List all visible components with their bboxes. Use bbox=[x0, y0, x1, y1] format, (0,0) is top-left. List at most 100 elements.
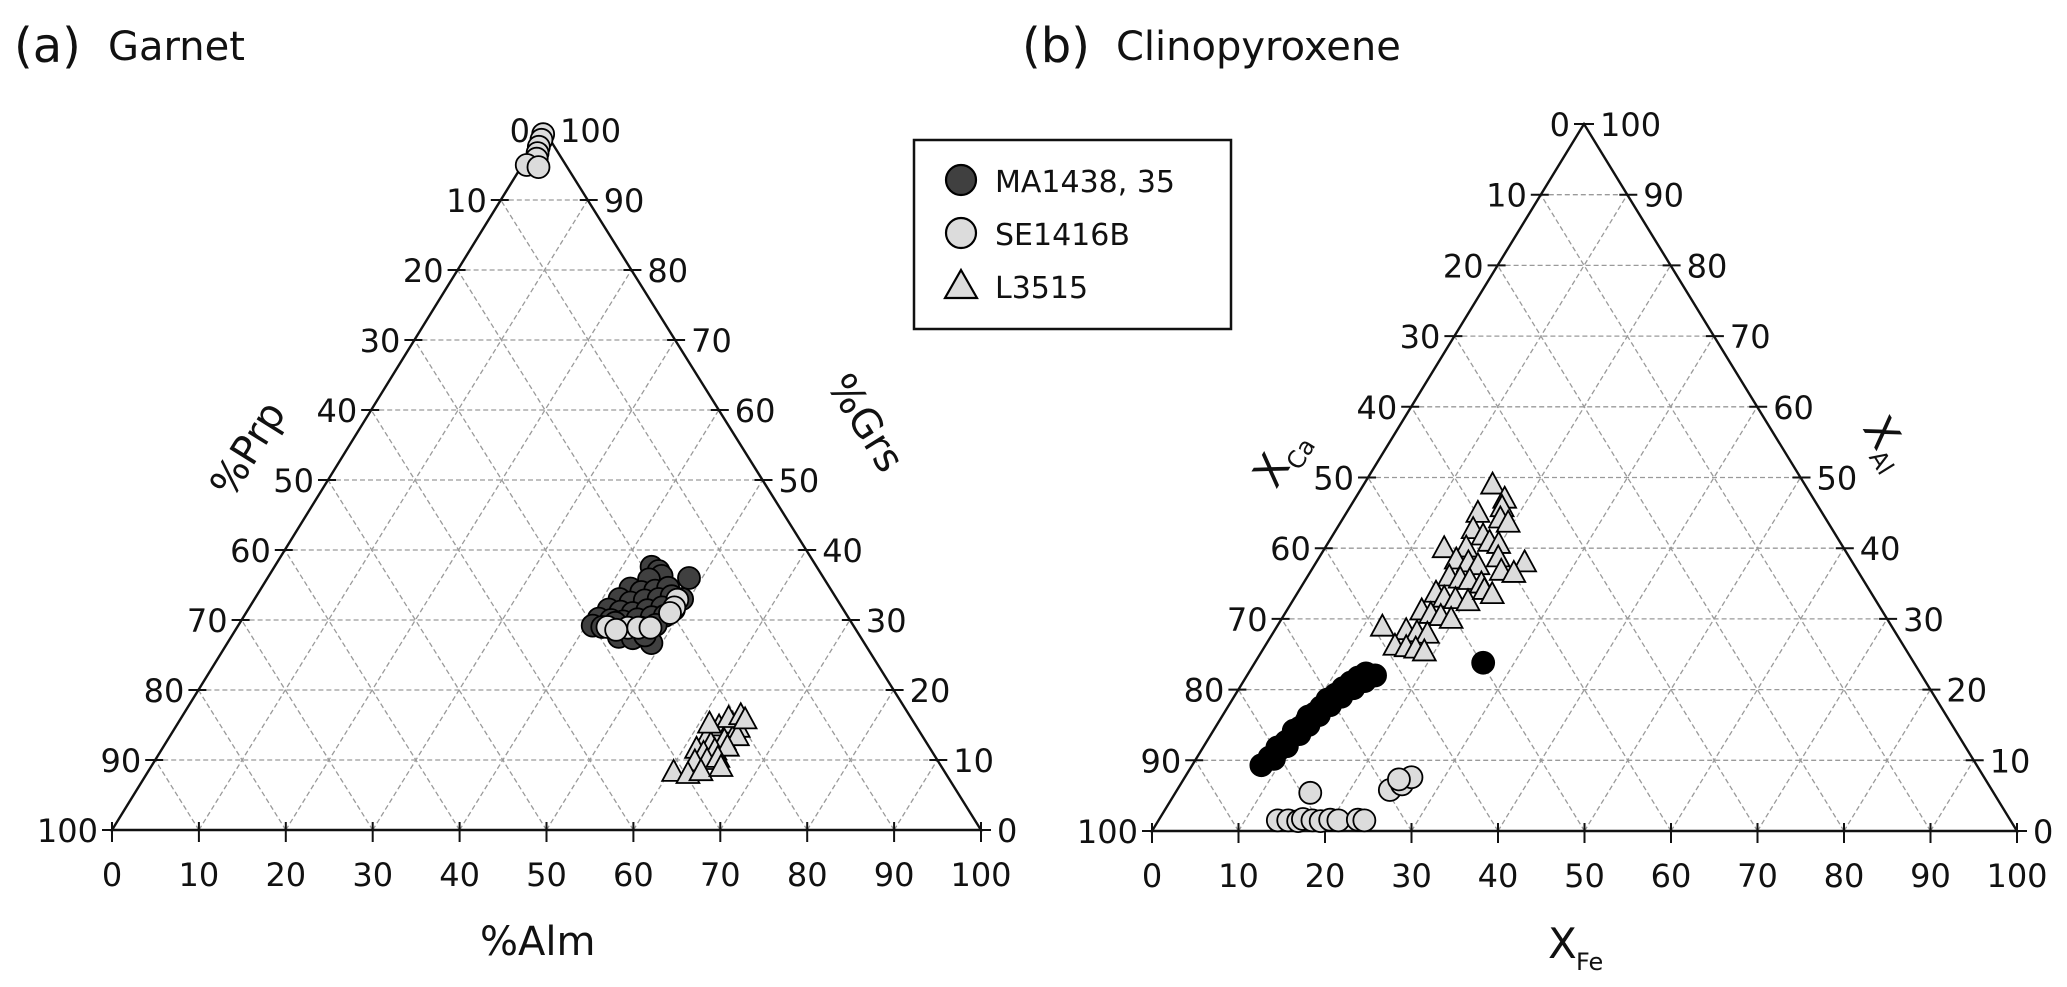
data-point-circle bbox=[658, 601, 682, 625]
cpx-grid-r-70 bbox=[1453, 335, 1759, 832]
legend-marker-l3515 bbox=[943, 267, 979, 300]
cpx-bottom-tick-label: 80 bbox=[1824, 857, 1865, 895]
legend-label-l3515: L3515 bbox=[995, 271, 1088, 306]
data-point-circle bbox=[1471, 650, 1496, 675]
garnet-bottom-tick-label: 100 bbox=[950, 856, 1011, 894]
garnet-grid-l-90 bbox=[893, 759, 938, 831]
cpx-grid-l-90 bbox=[1929, 759, 1975, 832]
data-point-triangle bbox=[1479, 470, 1506, 495]
cpx-left-tick-label: 70 bbox=[1227, 601, 1268, 639]
cpx-right-tick-label: 20 bbox=[1946, 672, 1987, 710]
cpx-right-tick-label: 90 bbox=[1643, 177, 1684, 215]
garnet-grid-l-10 bbox=[198, 199, 589, 831]
cpx-grid-r-40 bbox=[1324, 547, 1499, 832]
garnet-gridlines bbox=[154, 199, 938, 831]
cpx-bottom-tick-label: 90 bbox=[1910, 857, 1951, 895]
garnet-right-tick-label: 100 bbox=[560, 112, 621, 150]
cpx-left-tick-label: 40 bbox=[1356, 389, 1397, 427]
garnet-right-tick-label: 50 bbox=[779, 462, 820, 500]
cpx-grid-l-70 bbox=[1756, 618, 1888, 832]
legend-label-ma1438: MA1438, 35 bbox=[995, 165, 1175, 200]
cpx-right-tick-label: 80 bbox=[1687, 247, 1728, 285]
garnet-right-tick-label: 60 bbox=[735, 392, 776, 430]
data-point-circle bbox=[677, 566, 701, 590]
cpx-grid-l-50 bbox=[1583, 477, 1802, 832]
garnet-grid-l-70 bbox=[719, 619, 851, 831]
cpx-bottom-tick-label: 20 bbox=[1305, 857, 1346, 895]
cpx-right-tick-label: 70 bbox=[1730, 318, 1771, 356]
garnet-grid-r-60 bbox=[370, 409, 634, 831]
garnet-left-tick-label: 10 bbox=[446, 182, 487, 220]
data-point-triangle bbox=[708, 753, 734, 777]
garnet-right-tick-label: 80 bbox=[647, 252, 688, 290]
garnet-left-tick-label: 30 bbox=[360, 322, 401, 360]
data-point-triangle bbox=[1500, 559, 1527, 583]
cpx-bottom-tick-label: 50 bbox=[1564, 857, 1605, 895]
garnet-right-tick-label: 90 bbox=[604, 182, 645, 220]
legend: MA1438, 35 SE1416B L3515 bbox=[912, 138, 1233, 331]
legend-marker-se1416b bbox=[944, 216, 978, 250]
cpx-bottom-tick-label: 10 bbox=[1218, 857, 1259, 895]
panel-a-label: (a) bbox=[14, 18, 81, 74]
data-point-circle bbox=[1298, 780, 1323, 805]
data-point-triangle bbox=[688, 757, 714, 782]
garnet-left-tick-label: 80 bbox=[144, 672, 185, 710]
data-point-triangle bbox=[1464, 498, 1491, 523]
cpx-left-tick-label: 50 bbox=[1313, 460, 1354, 498]
cpx-grid-r-50 bbox=[1367, 477, 1586, 832]
cpx-left-tick-label: 0 bbox=[1550, 106, 1570, 144]
garnet-grid-r-40 bbox=[284, 549, 461, 831]
cpx-right-tick-label: 30 bbox=[1903, 601, 1944, 639]
data-point-circle bbox=[526, 155, 551, 180]
data-point-triangle bbox=[1479, 580, 1506, 605]
garnet-right-tick-label: 0 bbox=[997, 812, 1017, 850]
data-point-circle bbox=[1387, 767, 1411, 792]
data-point-circle bbox=[1352, 808, 1377, 833]
cpx-series-l3515 bbox=[1369, 470, 1538, 662]
garnet-left-tick-label: 50 bbox=[273, 462, 314, 500]
cpx-bottom-tick-label: 60 bbox=[1651, 857, 1692, 895]
garnet-bottom-tick-label: 10 bbox=[179, 856, 220, 894]
garnet-left-tick-label: 0 bbox=[510, 112, 530, 150]
cpx-left-axis-title: X Ca bbox=[1243, 433, 1321, 495]
data-point-triangle bbox=[1465, 551, 1491, 576]
cpx-left-tick-label: 90 bbox=[1140, 742, 1181, 780]
data-point-triangle bbox=[660, 758, 687, 782]
cpx-left-tick-label: 80 bbox=[1184, 672, 1225, 710]
cpx-right-tick-label: 10 bbox=[1990, 742, 2031, 780]
garnet-bottom-tick-label: 40 bbox=[439, 856, 480, 894]
garnet-grid-r-90 bbox=[500, 199, 895, 831]
garnet-bottom-tick-label: 60 bbox=[613, 856, 654, 894]
cpx-bottom-tick-label: 70 bbox=[1737, 857, 1778, 895]
garnet-bottom-tick-label: 0 bbox=[102, 856, 122, 894]
garnet-right-tick-label: 10 bbox=[953, 742, 994, 780]
data-point-circle bbox=[1363, 663, 1387, 688]
garnet-series-l3515 bbox=[660, 701, 759, 784]
garnet-grid-r-20 bbox=[197, 689, 287, 831]
cpx-grid-l-30 bbox=[1410, 335, 1715, 832]
garnet-right-tick-label: 70 bbox=[691, 322, 732, 360]
data-point-circle bbox=[1281, 718, 1306, 743]
garnet-bottom-tick-label: 50 bbox=[526, 856, 567, 894]
data-point-circle bbox=[1296, 704, 1321, 729]
cpx-left-tick-label: 20 bbox=[1443, 247, 1484, 285]
data-point-triangle bbox=[714, 732, 741, 757]
garnet-right-tick-label: 30 bbox=[866, 602, 907, 640]
cpx-grid-r-90 bbox=[1540, 194, 1932, 832]
cpx-grid-r-80 bbox=[1497, 265, 1845, 832]
garnet-bottom-tick-label: 20 bbox=[265, 856, 306, 894]
data-point-circle bbox=[1265, 735, 1290, 760]
data-point-triangle bbox=[696, 709, 723, 734]
cpx-bottom-axis-title-sub: Fe bbox=[1576, 948, 1603, 976]
cpx-bottom-axis-title: X Fe bbox=[1548, 919, 1603, 976]
cpx-gridlines bbox=[1194, 194, 1975, 832]
garnet-bottom-tick-label: 90 bbox=[874, 856, 915, 894]
cpx-bottom-tick-label: 40 bbox=[1478, 857, 1519, 895]
data-point-triangle bbox=[1511, 548, 1538, 573]
data-point-triangle bbox=[1431, 534, 1458, 559]
cpx-series-se1416b bbox=[1265, 765, 1424, 834]
data-point-triangle bbox=[1438, 605, 1465, 629]
